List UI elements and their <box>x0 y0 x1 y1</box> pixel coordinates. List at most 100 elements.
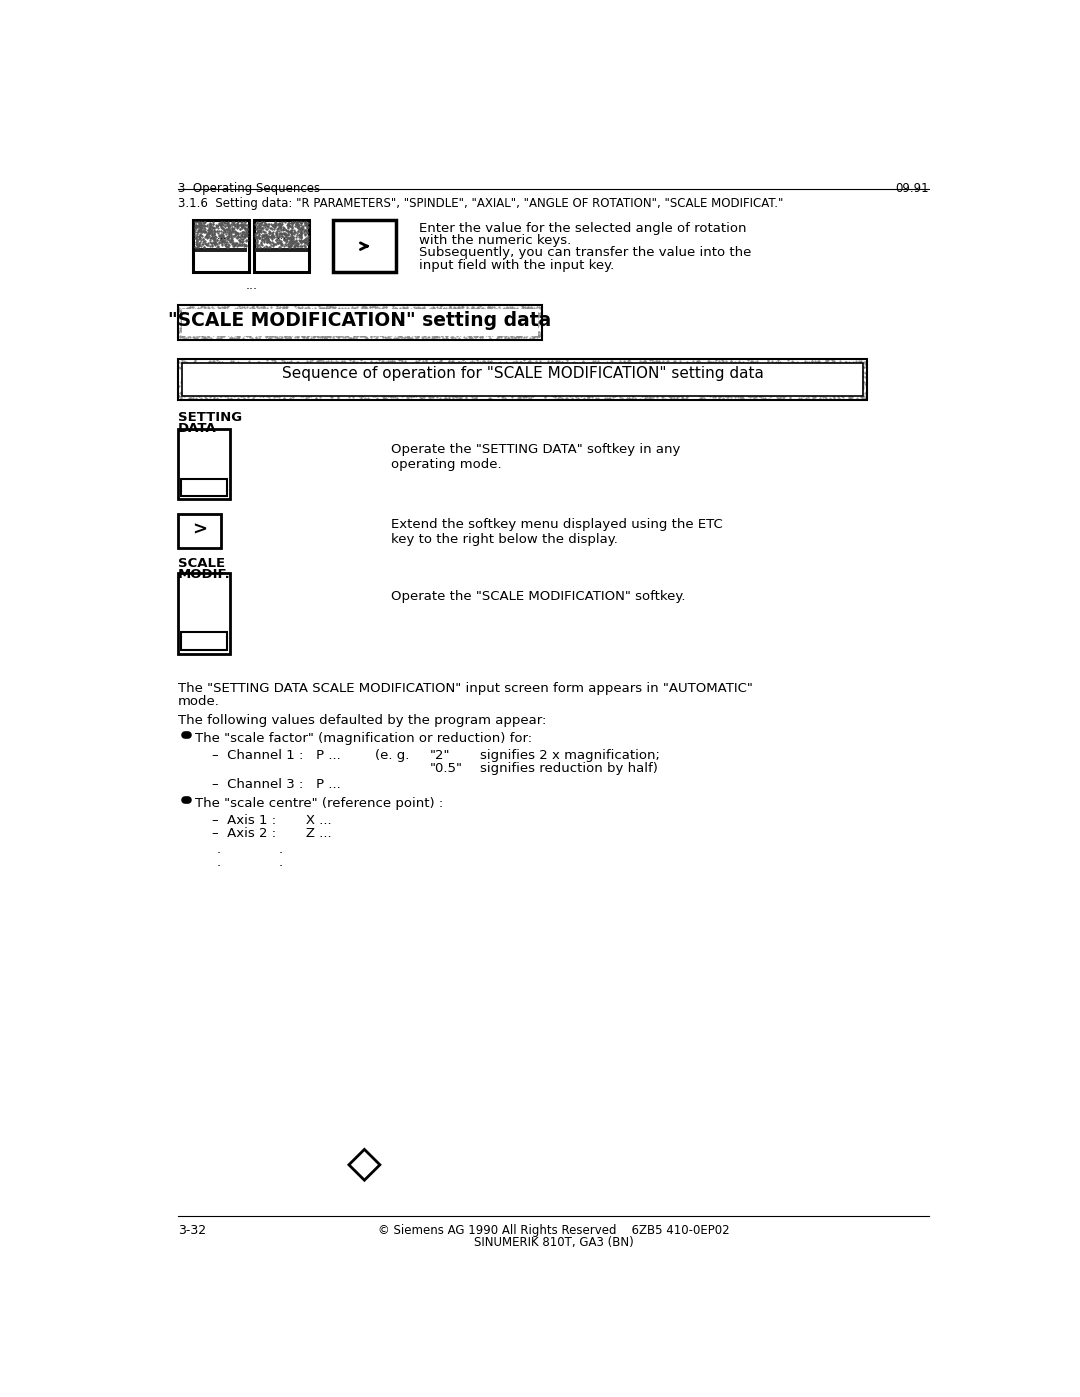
Point <box>759 351 777 373</box>
Point <box>199 312 216 334</box>
Point <box>487 307 504 330</box>
Point <box>292 362 309 384</box>
Point <box>278 351 295 373</box>
Point <box>469 319 486 341</box>
Point <box>807 376 824 398</box>
Point <box>726 353 743 376</box>
Point <box>301 319 319 341</box>
Point <box>178 362 195 384</box>
Point <box>388 366 405 388</box>
Point <box>215 373 232 395</box>
Point <box>257 309 274 331</box>
Point <box>219 363 237 386</box>
Point <box>519 305 537 327</box>
Point <box>535 376 552 398</box>
Point <box>711 365 728 387</box>
Point <box>370 309 388 331</box>
Point <box>253 233 270 256</box>
Point <box>720 360 738 383</box>
Point <box>310 306 327 328</box>
Point <box>318 365 335 387</box>
Point <box>260 352 278 374</box>
Point <box>437 319 455 341</box>
Point <box>576 366 593 388</box>
Point <box>251 222 268 244</box>
Point <box>453 363 470 386</box>
Point <box>732 366 750 388</box>
Point <box>455 374 472 397</box>
Point <box>287 307 305 330</box>
Point <box>214 211 231 233</box>
Point <box>363 377 380 400</box>
Point <box>427 312 444 334</box>
Point <box>195 313 213 335</box>
Point <box>212 362 229 384</box>
Point <box>335 372 352 394</box>
Point <box>363 295 380 317</box>
Point <box>319 383 336 405</box>
Point <box>225 233 242 256</box>
Point <box>420 380 437 402</box>
Point <box>215 221 232 243</box>
Point <box>207 365 225 387</box>
Point <box>302 386 320 408</box>
Point <box>285 365 302 387</box>
Point <box>804 384 821 407</box>
Point <box>174 302 191 324</box>
Point <box>634 366 651 388</box>
Point <box>470 320 487 342</box>
Point <box>279 229 296 251</box>
Point <box>518 307 536 330</box>
Point <box>502 369 519 391</box>
Point <box>279 211 296 233</box>
Point <box>187 309 204 331</box>
Point <box>665 374 683 397</box>
Point <box>248 229 266 251</box>
Point <box>685 362 702 384</box>
Point <box>472 351 489 373</box>
Point <box>291 235 308 257</box>
Point <box>770 383 787 405</box>
Point <box>512 312 529 334</box>
Point <box>435 298 453 320</box>
Point <box>193 353 211 376</box>
Point <box>292 222 309 244</box>
Point <box>540 376 557 398</box>
Point <box>387 312 404 334</box>
Point <box>322 317 339 339</box>
Point <box>225 221 242 243</box>
Point <box>363 365 380 387</box>
Point <box>269 232 286 254</box>
Point <box>269 306 286 328</box>
Point <box>728 355 745 377</box>
Point <box>259 380 276 402</box>
Point <box>474 298 491 320</box>
Point <box>622 351 639 373</box>
Point <box>472 310 489 332</box>
Point <box>410 356 428 379</box>
Point <box>312 307 329 330</box>
Point <box>238 307 255 330</box>
Text: –  Axis 2 :       Z ...: – Axis 2 : Z ... <box>213 827 333 840</box>
Point <box>840 387 858 409</box>
Point <box>315 314 333 337</box>
Point <box>475 380 492 402</box>
Point <box>646 377 663 400</box>
Point <box>705 367 723 390</box>
Point <box>821 369 838 391</box>
Point <box>302 323 320 345</box>
Point <box>235 373 253 395</box>
Point <box>450 321 468 344</box>
Point <box>356 306 374 328</box>
Point <box>357 374 375 397</box>
Point <box>295 231 312 253</box>
Point <box>233 224 251 246</box>
Point <box>189 228 206 250</box>
Point <box>313 312 330 334</box>
Point <box>330 312 348 334</box>
Point <box>464 380 482 402</box>
Point <box>524 363 541 386</box>
Point <box>464 302 482 324</box>
Point <box>360 369 377 391</box>
Point <box>288 326 306 348</box>
